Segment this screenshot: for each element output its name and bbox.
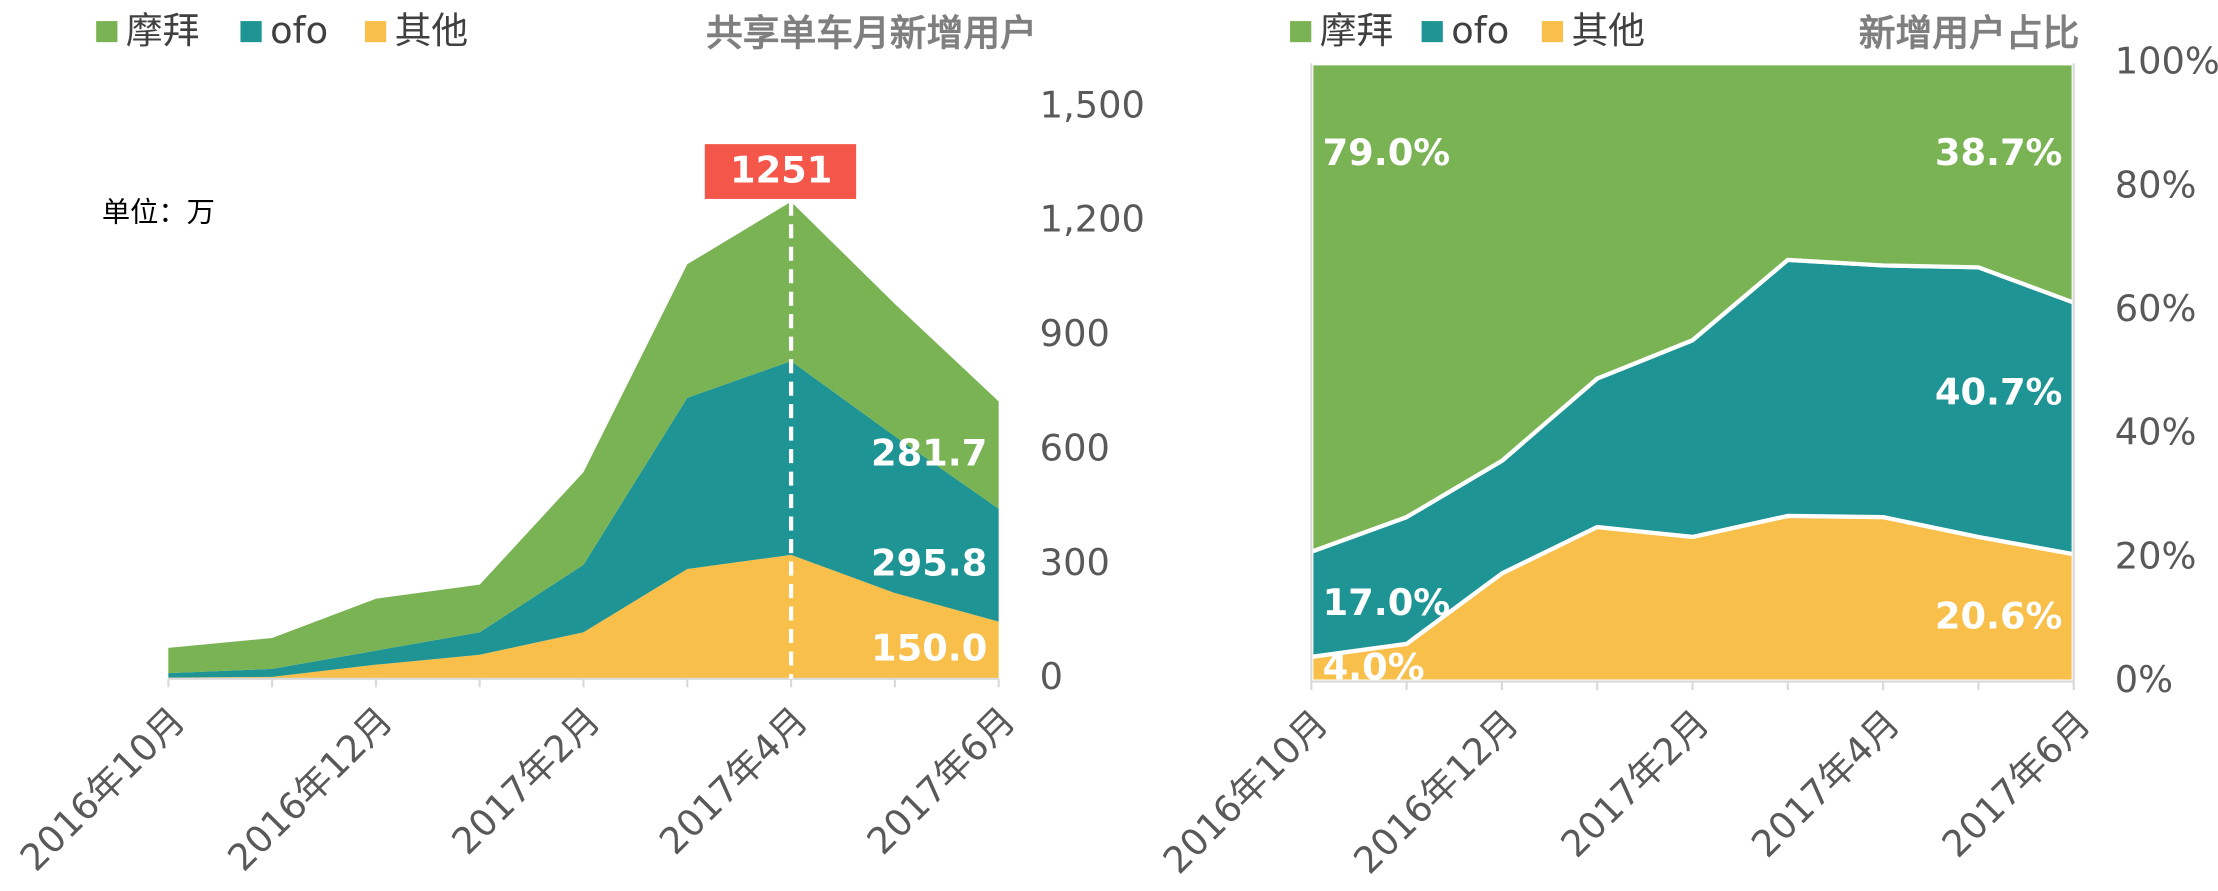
x-tick-label: 2016年10月	[12, 699, 194, 880]
data-label: 150.0	[871, 627, 987, 670]
y-tick-label: 600	[1040, 427, 1110, 470]
y-tick-label: 40%	[2115, 411, 2197, 454]
chart-title: 共享单车月新增用户	[706, 12, 1037, 55]
data-label: 4.0%	[1323, 646, 1425, 689]
legend-swatch	[1290, 21, 1312, 43]
legend-swatch	[1541, 21, 1564, 43]
data-label: 281.7	[871, 432, 987, 475]
x-tick-label: 2017年4月	[651, 699, 816, 863]
legend-swatch	[240, 21, 262, 43]
legend-label: ofo	[270, 9, 328, 52]
data-label: 38.7%	[1935, 131, 2063, 174]
y-tick-label: 0	[1040, 655, 1063, 698]
legend-label: ofo	[1451, 9, 1509, 52]
data-label: 40.7%	[1935, 370, 2063, 413]
x-tick-label: 2017年6月	[1934, 702, 2099, 866]
x-tick-label: 2017年2月	[443, 699, 608, 863]
x-tick-label: 2017年4月	[1743, 702, 1908, 866]
legend-label: 其他	[1572, 9, 1646, 52]
chart-title: 新增用户占比	[1859, 12, 2080, 55]
y-tick-label: 1,500	[1040, 83, 1145, 126]
data-label: 295.8	[871, 542, 987, 585]
y-tick-label: 300	[1040, 541, 1110, 584]
data-label: 20.6%	[1935, 594, 2063, 637]
legend-swatch	[1421, 21, 1443, 43]
annotation-box	[704, 144, 857, 199]
y-tick-label: 20%	[2115, 535, 2197, 578]
y-tick-label: 900	[1040, 312, 1110, 355]
data-label: 79.0%	[1323, 131, 1451, 174]
annotation: 1251	[730, 149, 832, 192]
legend-label: 摩拜	[126, 9, 200, 52]
y-tick-label: 60%	[2115, 287, 2197, 330]
y-tick-label: 0%	[2115, 658, 2173, 701]
y-tick-label: 100%	[2115, 40, 2218, 83]
y-tick-label: 1,200	[1040, 198, 1145, 241]
x-tick-label: 2016年10月	[1155, 702, 1337, 883]
x-tick-label: 2016年12月	[1345, 702, 1527, 883]
legend-label: 其他	[395, 9, 469, 52]
x-tick-label: 2016年12月	[219, 699, 401, 880]
x-tick-label: 2017年2月	[1552, 702, 1717, 866]
x-tick-label: 2017年6月	[859, 699, 1024, 863]
legend-swatch	[96, 21, 118, 43]
unit-label: 单位：万	[102, 196, 215, 229]
legend-swatch	[364, 21, 387, 43]
y-tick-label: 80%	[2115, 163, 2197, 206]
data-label: 17.0%	[1323, 581, 1451, 624]
legend-label: 摩拜	[1320, 9, 1394, 52]
